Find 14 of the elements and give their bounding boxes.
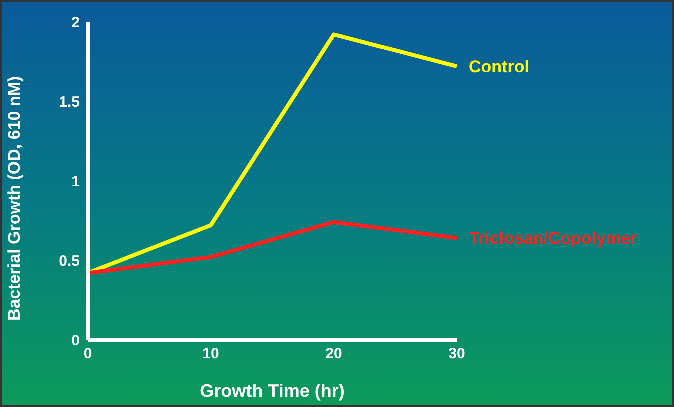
x-tick-label: 20 — [326, 346, 342, 363]
x-tick-label: 10 — [202, 346, 220, 363]
x-tick-label: 30 — [448, 346, 466, 363]
y-tick-label: 0 — [72, 332, 80, 350]
y-axis-title: Bacterial Growth (OD, 610 nM) — [5, 76, 24, 321]
y-tick-label: 1 — [72, 173, 80, 190]
series-label: Triclosan/Copolymer — [469, 229, 638, 248]
y-tick-label: 0.5 — [59, 252, 80, 270]
y-tick-label: 1.5 — [59, 94, 80, 111]
x-axis-title: Growth Time (hr) — [200, 381, 345, 401]
line-series — [88, 220, 457, 276]
y-tick-label: 2 — [72, 14, 80, 32]
x-tick-label: 0 — [84, 346, 92, 363]
series-label: Control — [469, 58, 530, 77]
